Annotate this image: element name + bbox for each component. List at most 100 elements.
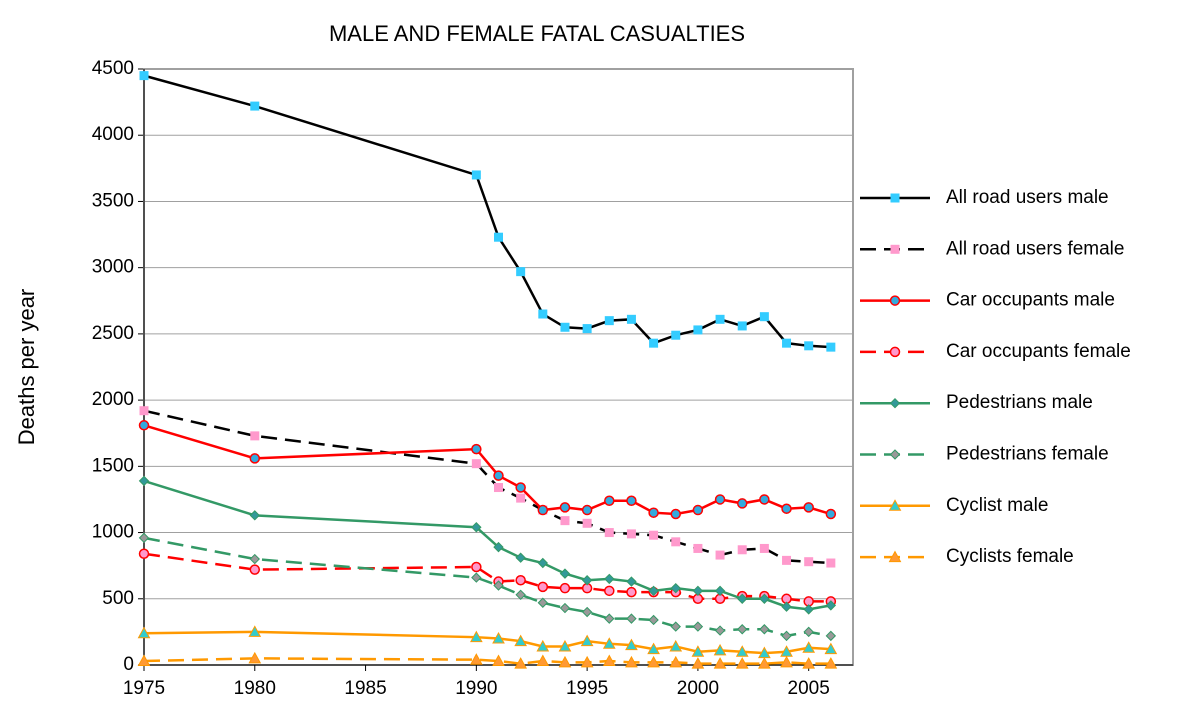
- marker: [824, 657, 838, 669]
- marker: [759, 624, 770, 635]
- legend-label: All road users male: [946, 187, 1109, 208]
- marker: [671, 330, 681, 340]
- plot-area: [143, 68, 854, 666]
- marker: [737, 624, 748, 635]
- y-axis-label: Deaths per year: [14, 289, 39, 446]
- marker: [494, 483, 503, 493]
- marker: [515, 589, 526, 601]
- marker: [692, 621, 704, 632]
- marker: [602, 654, 616, 667]
- marker: [515, 574, 526, 586]
- marker: [714, 494, 726, 505]
- marker: [537, 597, 549, 608]
- marker: [804, 557, 814, 567]
- marker: [559, 582, 571, 594]
- marker: [471, 459, 481, 469]
- marker: [580, 634, 594, 647]
- marker: [671, 537, 681, 547]
- marker: [649, 338, 659, 348]
- marker: [626, 613, 637, 624]
- x-tick-label: 1995: [566, 678, 608, 699]
- x-tick-label: 1980: [234, 678, 276, 699]
- marker: [781, 503, 792, 514]
- marker: [581, 575, 593, 586]
- marker: [715, 314, 725, 324]
- series-line: [143, 630, 831, 655]
- legend-label: Pedestrians male: [946, 392, 1093, 413]
- legend-label: All road users female: [946, 238, 1124, 259]
- marker: [469, 630, 483, 643]
- marker: [825, 508, 837, 520]
- legend-label: Pedestrians female: [946, 444, 1109, 465]
- marker: [693, 325, 703, 335]
- marker: [469, 653, 483, 665]
- marker: [824, 642, 838, 655]
- y-tick-label: 2500: [92, 323, 134, 344]
- marker: [715, 550, 725, 560]
- marker: [736, 498, 748, 509]
- marker: [250, 101, 260, 111]
- marker: [691, 657, 705, 669]
- marker: [890, 193, 900, 203]
- marker: [649, 530, 659, 540]
- marker: [737, 593, 748, 604]
- marker: [137, 654, 151, 667]
- marker: [582, 518, 592, 528]
- marker: [713, 643, 727, 656]
- marker: [514, 657, 528, 669]
- marker: [670, 621, 681, 632]
- marker: [492, 654, 505, 667]
- marker: [604, 613, 615, 624]
- marker: [581, 504, 593, 516]
- marker: [558, 639, 572, 652]
- marker: [780, 655, 793, 668]
- marker: [471, 170, 481, 180]
- marker: [759, 543, 769, 553]
- marker: [669, 655, 683, 668]
- y-tick-label: 3500: [92, 190, 134, 211]
- marker: [802, 657, 816, 669]
- marker: [138, 420, 150, 431]
- marker: [888, 550, 902, 563]
- marker: [626, 586, 637, 598]
- marker: [604, 316, 614, 326]
- marker: [138, 475, 150, 487]
- marker: [648, 585, 659, 597]
- marker: [889, 397, 901, 409]
- marker: [804, 341, 814, 351]
- marker: [537, 504, 549, 516]
- marker: [559, 568, 571, 579]
- y-tick-label: 4000: [92, 124, 134, 145]
- marker: [604, 573, 615, 585]
- y-tick-label: 3000: [92, 257, 134, 278]
- marker: [759, 494, 770, 505]
- marker: [647, 655, 660, 668]
- marker: [249, 553, 260, 565]
- marker: [735, 645, 749, 657]
- marker: [139, 406, 149, 416]
- marker: [248, 625, 262, 637]
- series-line: [143, 409, 831, 565]
- marker: [782, 555, 792, 565]
- marker: [737, 545, 747, 555]
- marker: [248, 651, 262, 664]
- marker: [648, 614, 659, 626]
- marker: [889, 346, 901, 358]
- marker: [516, 267, 526, 277]
- marker: [604, 495, 615, 507]
- marker: [626, 314, 636, 324]
- marker: [493, 470, 504, 481]
- marker: [803, 502, 814, 513]
- marker: [648, 507, 659, 518]
- marker: [137, 626, 151, 639]
- y-tick-label: 2000: [92, 389, 134, 410]
- marker: [825, 600, 837, 611]
- marker: [559, 602, 571, 614]
- marker: [693, 543, 703, 553]
- y-tick-label: 1500: [92, 455, 134, 476]
- y-tick-label: 4500: [92, 58, 134, 79]
- x-tick-label: 2000: [677, 678, 719, 699]
- legend-label: Cyclist male: [946, 495, 1048, 516]
